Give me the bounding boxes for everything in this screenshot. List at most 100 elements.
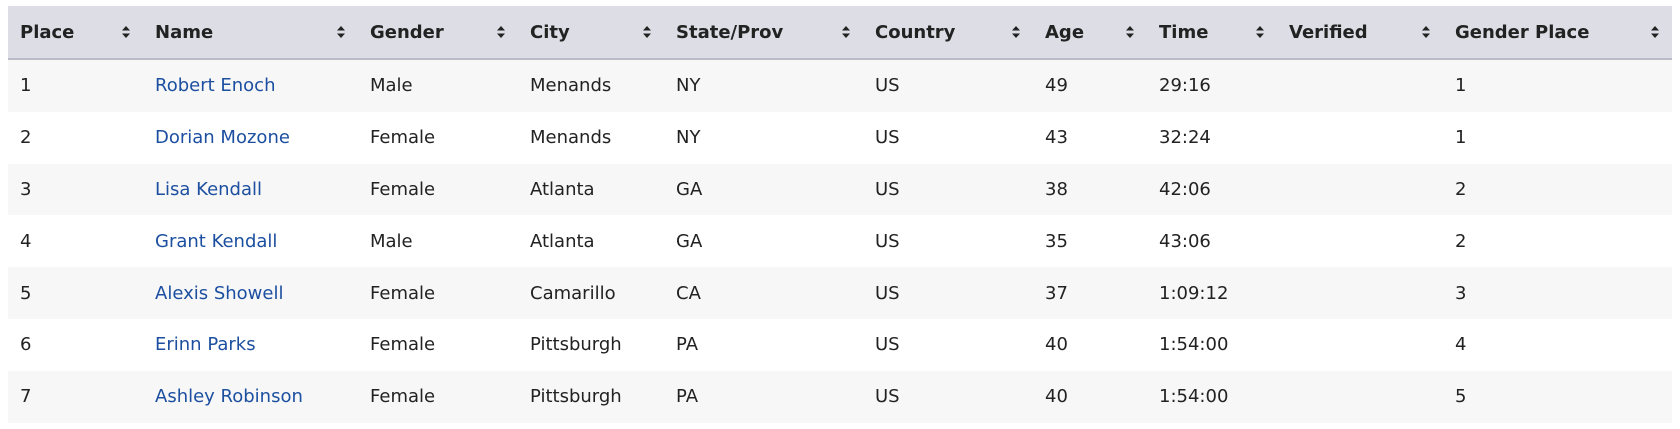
cell-text: US xyxy=(875,230,900,252)
cell-text: Male xyxy=(370,230,413,252)
cell: Ashley Robinson xyxy=(143,370,358,423)
cell-text: 1:09:12 xyxy=(1159,282,1229,304)
cell: NY xyxy=(664,59,863,112)
cell: 5 xyxy=(1443,370,1672,423)
cell xyxy=(1277,59,1443,112)
column-header[interactable]: Name xyxy=(143,6,358,60)
runner-link[interactable]: Dorian Mozone xyxy=(155,127,290,149)
cell-text: Pittsburgh xyxy=(530,386,622,408)
cell: NY xyxy=(664,111,863,164)
cell-text: Female xyxy=(370,282,436,304)
cell: Female xyxy=(358,163,518,216)
cell-text: NY xyxy=(676,75,701,97)
cell-text: PA xyxy=(676,334,699,356)
column-header[interactable]: Gender Place xyxy=(1443,6,1672,60)
cell-text: PA xyxy=(676,386,699,408)
cell xyxy=(1277,267,1443,319)
cell xyxy=(1277,215,1443,268)
cell: Female xyxy=(358,111,518,164)
cell-text: 2 xyxy=(1455,178,1467,200)
cell: 4 xyxy=(1443,318,1672,371)
cell: Male xyxy=(358,215,518,268)
cell: Menands xyxy=(518,59,664,112)
column-header[interactable]: Time xyxy=(1147,6,1277,60)
sort-icon xyxy=(1651,26,1659,38)
column-header[interactable]: City xyxy=(518,6,664,60)
result-row: 1 Robert Enoch Male Menands NY US 49 29:16 1 xyxy=(8,59,1672,112)
cell: Menands xyxy=(518,111,664,164)
cell-text: Atlanta xyxy=(530,230,595,252)
cell-text: 2 xyxy=(1455,230,1467,252)
cell-text: Female xyxy=(370,386,436,408)
cell: Grant Kendall xyxy=(143,215,358,268)
cell: 43 xyxy=(1033,111,1147,164)
cell: 1:54:00 xyxy=(1147,318,1277,371)
column-header[interactable]: Country xyxy=(863,6,1033,60)
result-row: 2 Dorian Mozone Female Menands NY US 43 32:24 1 xyxy=(8,111,1672,164)
cell: Robert Enoch xyxy=(143,59,358,112)
cell: PA xyxy=(664,318,863,371)
runner-link[interactable]: Alexis Showell xyxy=(155,282,284,304)
column-header[interactable]: Gender xyxy=(358,6,518,60)
cell-text: 49 xyxy=(1045,75,1068,97)
header-label: Gender Place xyxy=(1455,21,1590,43)
cell-text: 1 xyxy=(20,75,32,97)
cell-text: US xyxy=(875,178,900,200)
column-header[interactable]: Verified xyxy=(1277,6,1443,60)
cell: 29:16 xyxy=(1147,59,1277,112)
cell: 49 xyxy=(1033,59,1147,112)
cell xyxy=(1277,163,1443,216)
cell: 7 xyxy=(8,370,143,423)
result-row: 4 Grant Kendall Male Atlanta GA US 35 43:06 2 xyxy=(8,215,1672,268)
cell-text: 40 xyxy=(1045,386,1068,408)
cell: CA xyxy=(664,267,863,319)
sort-icon xyxy=(122,26,130,38)
cell: Pittsburgh xyxy=(518,318,664,371)
sort-icon xyxy=(1012,26,1020,38)
sort-icon xyxy=(842,26,850,38)
cell: 3 xyxy=(8,163,143,216)
cell: Camarillo xyxy=(518,267,664,319)
runner-link[interactable]: Erinn Parks xyxy=(155,334,256,356)
column-header[interactable]: State/Prov xyxy=(664,6,863,60)
cell: 43:06 xyxy=(1147,215,1277,268)
column-header[interactable]: Place xyxy=(8,6,143,60)
cell xyxy=(1277,318,1443,371)
cell-text: 35 xyxy=(1045,230,1068,252)
cell: US xyxy=(863,163,1033,216)
cell: 1 xyxy=(8,59,143,112)
runner-link[interactable]: Grant Kendall xyxy=(155,230,278,252)
runner-link[interactable]: Lisa Kendall xyxy=(155,178,263,200)
runner-link[interactable]: Robert Enoch xyxy=(155,75,276,97)
cell-text: 38 xyxy=(1045,178,1068,200)
header-label: Country xyxy=(875,21,956,43)
cell-text: Atlanta xyxy=(530,178,595,200)
cell-text: 1:54:00 xyxy=(1159,386,1229,408)
cell: 2 xyxy=(8,111,143,164)
cell: US xyxy=(863,59,1033,112)
cell: 3 xyxy=(1443,267,1672,319)
cell: US xyxy=(863,370,1033,423)
cell: PA xyxy=(664,370,863,423)
cell: Alexis Showell xyxy=(143,267,358,319)
cell-text: 5 xyxy=(1455,386,1467,408)
column-header[interactable]: Age xyxy=(1033,6,1147,60)
header-label: Place xyxy=(20,21,75,43)
cell-text: Female xyxy=(370,127,436,149)
cell-text: Camarillo xyxy=(530,282,616,304)
cell: 4 xyxy=(8,215,143,268)
cell: 42:06 xyxy=(1147,163,1277,216)
cell-text: 1 xyxy=(1455,127,1467,149)
cell-text: CA xyxy=(676,282,701,304)
runner-link[interactable]: Ashley Robinson xyxy=(155,386,303,408)
cell: 35 xyxy=(1033,215,1147,268)
cell-text: 32:24 xyxy=(1159,127,1211,149)
cell-text: GA xyxy=(676,230,703,252)
cell: Lisa Kendall xyxy=(143,163,358,216)
cell: 1:09:12 xyxy=(1147,267,1277,319)
cell: 40 xyxy=(1033,370,1147,423)
cell-text: 1:54:00 xyxy=(1159,334,1229,356)
sort-icon xyxy=(497,26,505,38)
cell: 40 xyxy=(1033,318,1147,371)
cell: Dorian Mozone xyxy=(143,111,358,164)
